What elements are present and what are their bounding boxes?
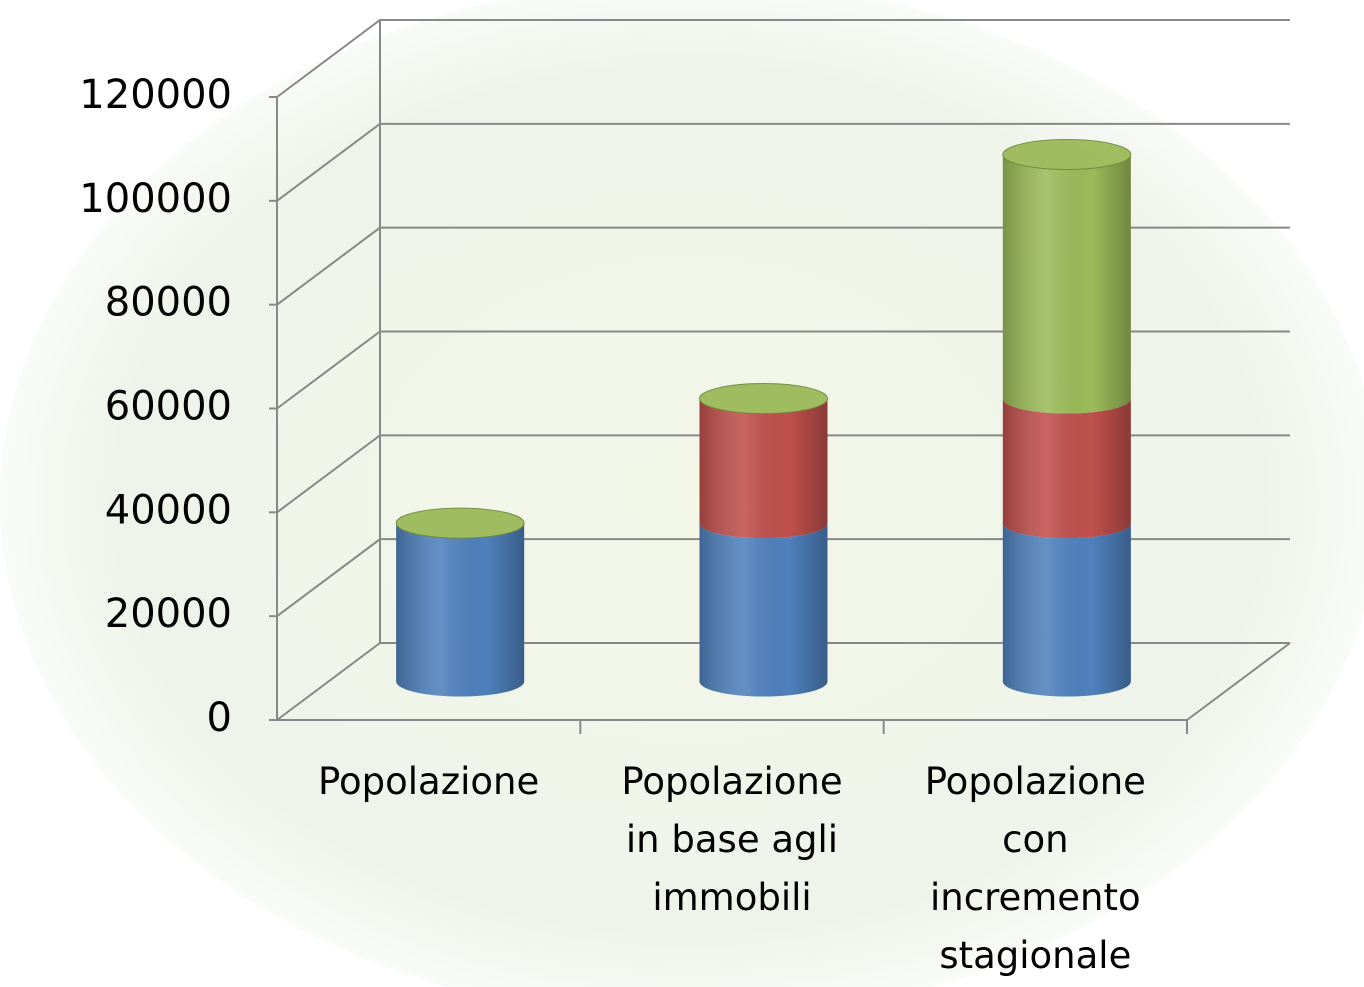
cylinder-top xyxy=(1003,140,1131,170)
y-tick-label: 20000 xyxy=(105,591,232,637)
x-tick-label: Popolazione xyxy=(299,753,559,811)
y-tick-label: 60000 xyxy=(105,384,232,430)
y-tick-label: 40000 xyxy=(105,487,232,533)
cylinder-shade xyxy=(1003,155,1131,414)
cylinder-shade xyxy=(700,523,828,696)
y-tick-label: 0 xyxy=(207,695,232,741)
x-tick-label: Popolazione in base agli immobili xyxy=(602,753,862,927)
cylinder-shade xyxy=(700,399,828,539)
cylinder-shade xyxy=(1003,399,1131,539)
cylinder-top xyxy=(700,384,828,414)
y-tick-label: 120000 xyxy=(79,72,232,118)
y-tick-label: 80000 xyxy=(105,280,232,326)
x-tick-label: Popolazione con incremento stagionale xyxy=(905,753,1165,985)
cylinder-shade xyxy=(396,523,524,696)
cylinder-top xyxy=(396,508,524,538)
page: {"chart_data": {"type": "bar3d-cylinder-… xyxy=(0,0,1364,987)
cylinder-shade xyxy=(1003,523,1131,696)
y-tick-label: 100000 xyxy=(79,176,232,222)
